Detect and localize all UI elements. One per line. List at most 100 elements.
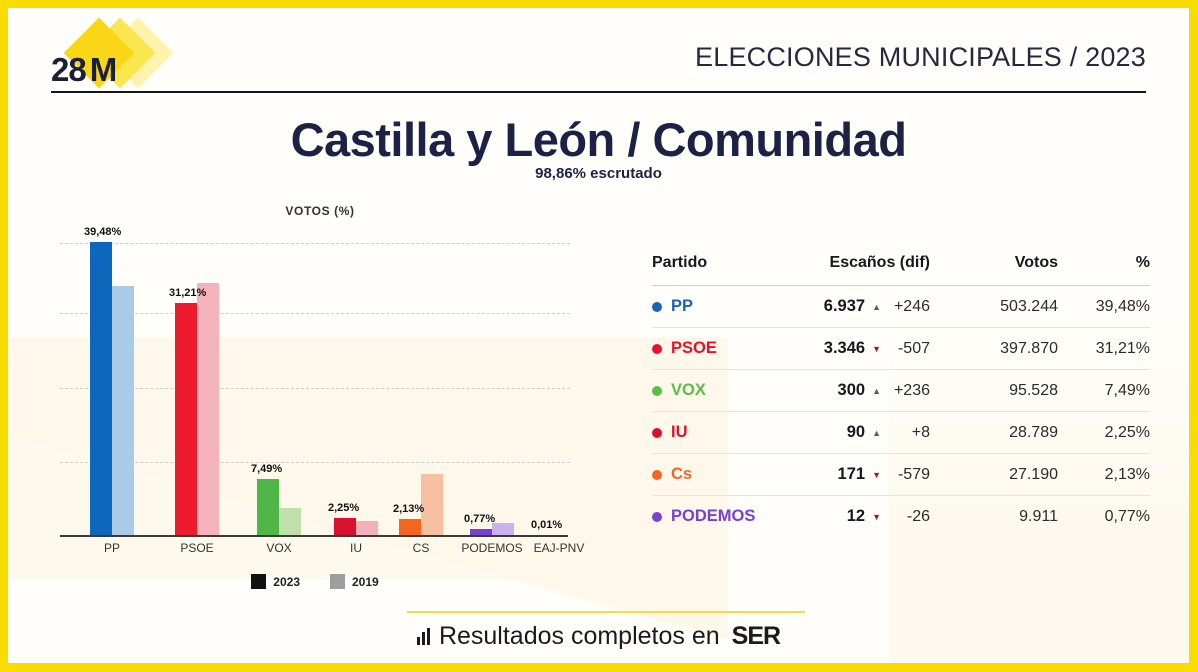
header-title: ELECCIONES MUNICIPALES / 2023 (695, 42, 1146, 72)
category-label-cs: CS (412, 541, 430, 555)
cell-seats: 3.346 ▼ -507 (789, 327, 930, 370)
party-color-dot (652, 301, 662, 312)
bar-group-iu: 2,25% (328, 242, 378, 535)
cell-seats: 90 ▲ +8 (789, 411, 930, 454)
seats-diff: +8 (911, 424, 930, 441)
results-table-wrapper: Partido Escaños (dif) Votos % PP 6.937 ▲ +2… (652, 254, 1150, 537)
seats-wrap: 6.937 ▲ +246 (789, 297, 930, 316)
bar-2019-cs (421, 474, 443, 535)
seats-diff: -507 (897, 340, 930, 357)
party-name: IU (671, 423, 688, 441)
table-row[interactable]: PP 6.937 ▲ +246 503.244 39,48% (652, 285, 1150, 328)
cell-percent: 0,77% (1058, 495, 1150, 537)
cell-votes: 9.911 (930, 495, 1058, 537)
cell-party: PP (652, 285, 790, 328)
seats-count: 12 (846, 507, 866, 525)
party-cell: PODEMOS (652, 507, 789, 526)
bar-group-pp: 39,48% (84, 226, 134, 535)
bar-value-label-pp: 39,48% (84, 226, 122, 238)
legend-swatch-2023 (251, 574, 267, 589)
table-row[interactable]: VOX 300 ▲ +236 95.528 7,49% (652, 369, 1150, 412)
gridline (60, 313, 570, 315)
cell-seats: 171 ▼ -579 (789, 453, 930, 496)
results-table: Partido Escaños (dif) Votos % PP 6.937 ▲ +2… (652, 254, 1150, 537)
bar-2023-vox (257, 479, 279, 535)
results-table-body: PP 6.937 ▲ +246 503.244 39,48% PSOE 3.346 ▼ -507 3… (652, 285, 1150, 537)
logo-28m: 28 M (51, 17, 201, 90)
bar-2019-psoe (197, 283, 219, 535)
bar-group-vox: 7,49% (251, 242, 301, 535)
party-color-dot (652, 511, 662, 522)
bar-group-psoe: 31,21% (169, 242, 219, 535)
category-label-psoe: PSOE (180, 541, 214, 555)
cell-percent: 39,48% (1058, 285, 1150, 328)
table-row[interactable]: PODEMOS 12 ▼ -26 9.911 0,77% (652, 495, 1150, 537)
party-color-dot (652, 469, 662, 480)
cell-party: IU (652, 411, 790, 454)
category-label-iu: IU (350, 541, 362, 555)
legend-item-2023: 2023 (251, 574, 300, 589)
chart-baseline-axis (60, 535, 568, 537)
bar-2019-vox (279, 508, 301, 535)
category-label-eaj-pnv: EAJ-PNV (533, 541, 585, 555)
cell-votes: 397.870 (930, 327, 1058, 370)
bar-2019-podemos (492, 523, 514, 535)
ser-logo: SER (731, 622, 781, 650)
chart-legend: 2023 2019 (60, 574, 570, 589)
trend-up-icon: ▲ (872, 428, 881, 438)
trend-down-icon: ▼ (872, 344, 881, 354)
seats-count: 3.346 (823, 339, 866, 357)
party-cell: IU (652, 423, 789, 442)
votes-bar-chart: VOTOS (%) 39,48% 31,21% 7,49% 2,25% 2,13% 0,7… (60, 204, 584, 564)
bar-chart-icon (416, 628, 430, 645)
bar-2023-cs (399, 519, 421, 535)
party-cell: Cs (652, 465, 789, 484)
cell-party: PODEMOS (652, 495, 790, 537)
gridline (60, 387, 570, 389)
column-header-percent: % (1135, 254, 1150, 271)
cell-party: Cs (652, 453, 790, 496)
bar-2023-pp (90, 242, 112, 535)
footer-text: Resultados completos en (438, 622, 720, 650)
bar-2023-iu (334, 518, 356, 535)
footer[interactable]: Resultados completos en SER (8, 622, 1189, 651)
trend-up-icon: ▲ (872, 302, 881, 312)
bar-group-cs: 2,13% (393, 242, 443, 535)
cell-votes: 503.244 (930, 285, 1058, 328)
logo-text: 28 M (51, 51, 117, 88)
infographic-page: 28 M ELECCIONES MUNICIPALES / 2023 Castil… (8, 8, 1189, 663)
bar-group-eaj-pnv: 0,01% (531, 242, 581, 535)
table-header-row: Partido Escaños (dif) Votos % (652, 254, 1150, 286)
cell-percent: 7,49% (1058, 369, 1150, 412)
gridline (60, 243, 570, 244)
table-row[interactable]: IU 90 ▲ +8 28.789 2,25% (652, 411, 1150, 454)
bar-value-label-psoe: 31,21% (169, 287, 207, 300)
table-row[interactable]: Cs 171 ▼ -579 27.190 2,13% (652, 453, 1150, 496)
cell-seats: 300 ▲ +236 (789, 369, 930, 412)
bar-value-label-iu: 2,25% (328, 502, 360, 515)
table-row[interactable]: PSOE 3.346 ▼ -507 397.870 31,21% (652, 327, 1150, 370)
bar-value-label-vox: 7,49% (251, 463, 283, 476)
seats-wrap: 90 ▲ +8 (789, 423, 930, 442)
party-name: VOX (671, 381, 706, 399)
column-header-votes: Votos (1014, 254, 1058, 271)
legend-label-2019: 2019 (352, 574, 379, 589)
category-label-podemos: PODEMOS (461, 541, 523, 555)
cell-percent: 2,25% (1058, 411, 1150, 454)
bar-2019-pp (112, 285, 134, 535)
bar-group-podemos: 0,77% (464, 242, 514, 535)
seats-count: 6.937 (823, 297, 866, 315)
seats-diff: -26 (906, 508, 930, 525)
logo-text-m: M (89, 51, 117, 88)
seats-count: 300 (837, 381, 866, 399)
seats-diff: +236 (893, 382, 930, 399)
party-color-dot (652, 385, 662, 396)
party-cell: VOX (652, 381, 789, 400)
party-color-dot (652, 427, 662, 438)
trend-down-icon: ▼ (872, 470, 881, 480)
header: 28 M ELECCIONES MUNICIPALES / 2023 (51, 17, 1146, 98)
category-label-vox: VOX (266, 541, 292, 555)
seats-diff: +246 (893, 298, 930, 315)
party-cell: PP (652, 297, 789, 316)
